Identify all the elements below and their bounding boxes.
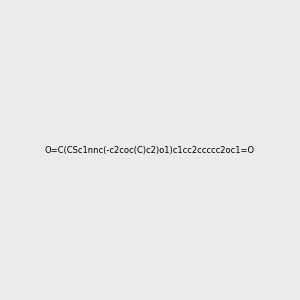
Text: O=C(CSc1nnc(-c2coc(C)c2)o1)c1cc2ccccc2oc1=O: O=C(CSc1nnc(-c2coc(C)c2)o1)c1cc2ccccc2oc… xyxy=(45,146,255,154)
